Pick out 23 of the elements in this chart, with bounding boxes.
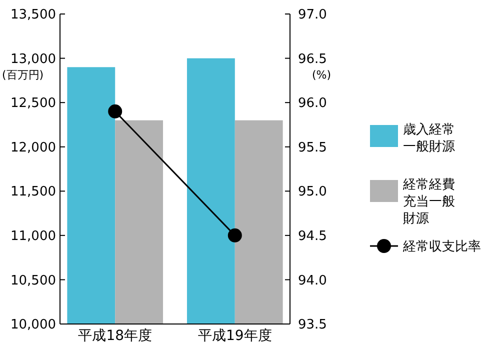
y-tick-label: 10,000 — [10, 318, 56, 333]
y-tick-label: 12,500 — [10, 96, 56, 112]
y2-tick-label: 97.0 — [298, 8, 327, 23]
y2-tick-label: 95.5 — [298, 140, 327, 156]
y2-tick-label: 95.0 — [298, 184, 327, 200]
y2-tick-label: 93.5 — [298, 318, 327, 333]
y2-tick-label: 94.5 — [298, 228, 327, 244]
y2-tick-label: 96.0 — [298, 96, 327, 112]
x-tick-label: 平成18年度 — [78, 328, 152, 344]
y-axis-title: (百万円) — [2, 68, 44, 82]
y2-tick-label: 96.5 — [298, 52, 327, 67]
y-tick-label: 11,000 — [10, 228, 56, 244]
y2-axis-title: (%) — [312, 68, 332, 82]
legend-label: 歳入経常一般財源 — [403, 122, 455, 155]
y-tick-label: 12,000 — [10, 140, 56, 156]
legend-label: 経常経費充当一般財源 — [402, 178, 455, 227]
y-tick-label: 10,500 — [10, 273, 56, 288]
y2-tick-label: 94.0 — [298, 273, 327, 288]
y-tick-label: 13,000 — [10, 52, 56, 67]
x-tick-label: 平成19年度 — [198, 328, 272, 344]
y-tick-label: 11,500 — [10, 184, 56, 200]
legend-label: 経常収支比率 — [402, 238, 481, 255]
y-tick-label: 13,500 — [10, 8, 56, 23]
